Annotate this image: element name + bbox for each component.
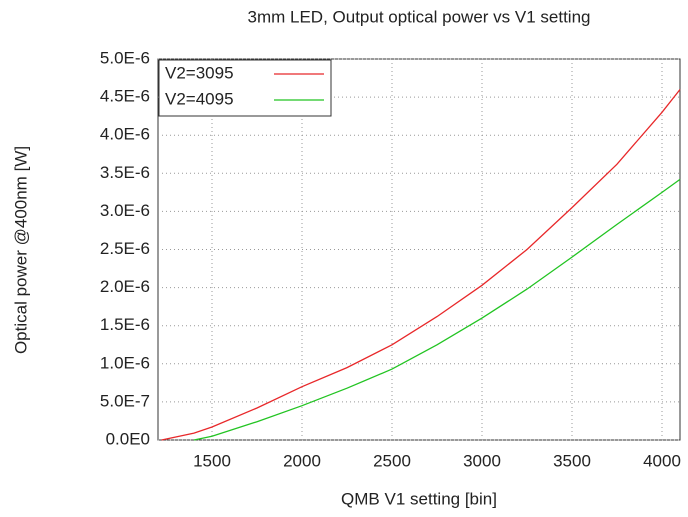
y-tick-label: 1.0E-6 xyxy=(100,353,150,372)
legend-box xyxy=(158,59,332,117)
chart-title: 3mm LED, Output optical power vs V1 sett… xyxy=(248,7,591,26)
x-tick-label: 1500 xyxy=(193,451,231,470)
y-tick-label: 1.5E-6 xyxy=(100,315,150,334)
x-tick-label: 2500 xyxy=(373,451,411,470)
y-tick-label: 3.5E-6 xyxy=(100,163,150,182)
legend-label: V2=3095 xyxy=(165,63,234,82)
data-line xyxy=(193,178,681,441)
data-line xyxy=(161,89,681,441)
y-tick-label: 5.0E-6 xyxy=(100,48,150,67)
y-tick-label: 2.0E-6 xyxy=(100,277,150,296)
y-tick-label: 5.0E-7 xyxy=(100,391,150,410)
y-tick-label: 3.0E-6 xyxy=(100,201,150,220)
x-tick-label: 3000 xyxy=(463,451,501,470)
legend-label: V2=4095 xyxy=(165,89,234,108)
x-tick-label: 3500 xyxy=(553,451,591,470)
y-tick-label: 0.0E0 xyxy=(106,429,150,448)
y-tick-label: 4.0E-6 xyxy=(100,125,150,144)
y-tick-label: 2.5E-6 xyxy=(100,239,150,258)
y-axis-label: Optical power @400nm [W] xyxy=(11,146,30,354)
x-axis-label: QMB V1 setting [bin] xyxy=(341,489,497,508)
x-tick-label: 4000 xyxy=(643,451,681,470)
y-tick-label: 4.5E-6 xyxy=(100,87,150,106)
x-tick-label: 2000 xyxy=(283,451,321,470)
